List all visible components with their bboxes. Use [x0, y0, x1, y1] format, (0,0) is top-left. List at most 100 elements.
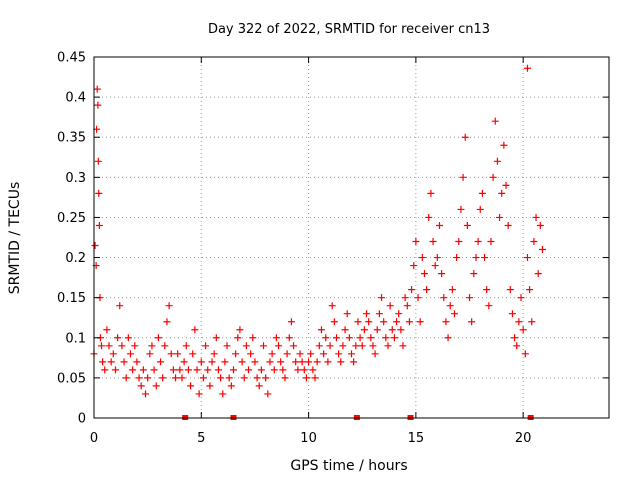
data-point	[122, 374, 130, 382]
data-point	[451, 310, 458, 318]
data-point	[427, 189, 435, 197]
data-point	[523, 254, 531, 262]
data-point	[253, 374, 261, 382]
data-point	[461, 133, 469, 141]
data-point	[363, 310, 371, 318]
data-point	[474, 238, 482, 246]
data-point	[219, 390, 227, 398]
data-point	[187, 382, 195, 390]
data-point	[257, 366, 265, 374]
data-point	[189, 350, 197, 358]
data-point	[272, 334, 280, 342]
data-point	[442, 318, 450, 326]
data-point	[157, 358, 165, 366]
data-point	[500, 141, 508, 149]
data-point	[202, 342, 210, 350]
data-point	[234, 334, 242, 342]
y-tick-label: 0.4	[65, 91, 86, 106]
data-point	[506, 286, 514, 294]
data-point	[98, 342, 106, 350]
data-point	[491, 117, 499, 125]
data-point	[167, 350, 175, 358]
data-point	[348, 350, 355, 358]
data-point	[116, 302, 124, 310]
data-point	[290, 342, 298, 350]
data-point	[448, 286, 456, 294]
data-point	[487, 238, 495, 246]
data-point	[240, 374, 248, 382]
data-point	[266, 358, 274, 366]
data-point	[214, 366, 222, 374]
data-point	[152, 382, 160, 390]
data-point	[530, 238, 538, 246]
data-point	[538, 246, 546, 254]
y-tick-label: 0.25	[57, 211, 86, 226]
data-point	[208, 358, 216, 366]
data-point	[403, 302, 411, 310]
data-point	[358, 342, 366, 350]
data-point	[281, 374, 289, 382]
data-point	[416, 318, 424, 326]
data-point	[148, 342, 156, 350]
data-point	[468, 318, 476, 326]
data-point	[352, 342, 360, 350]
data-point	[236, 326, 244, 334]
data-point	[95, 221, 103, 229]
data-point	[287, 318, 295, 326]
data-point	[332, 334, 340, 342]
data-point	[279, 366, 287, 374]
chart-title: Day 322 of 2022, SRMTID for receiver cn1…	[208, 22, 490, 37]
data-points	[90, 64, 546, 398]
data-point	[324, 358, 332, 366]
data-point	[313, 358, 321, 366]
data-point	[169, 366, 177, 374]
x-tick-label: 15	[408, 431, 425, 446]
data-point	[221, 358, 229, 366]
data-point	[212, 334, 220, 342]
data-point	[93, 85, 101, 93]
data-point	[504, 221, 512, 229]
data-point	[350, 358, 358, 366]
data-point	[485, 302, 493, 310]
data-point	[139, 366, 147, 374]
y-axis-label: SRMTID / TECUs	[7, 182, 23, 295]
data-point	[120, 358, 128, 366]
data-point	[154, 334, 162, 342]
data-point	[107, 358, 115, 366]
data-point	[223, 342, 231, 350]
y-tick-label: 0.1	[65, 331, 86, 346]
data-point	[521, 350, 529, 358]
data-point	[369, 342, 377, 350]
data-point	[401, 294, 409, 302]
data-point	[472, 254, 480, 262]
data-point	[296, 350, 304, 358]
x-axis-label: GPS time / hours	[290, 458, 407, 474]
data-point	[343, 310, 351, 318]
data-point	[360, 326, 368, 334]
data-point	[408, 286, 416, 294]
data-point	[180, 358, 188, 366]
data-point	[399, 342, 407, 350]
data-point	[182, 342, 190, 350]
data-point	[435, 221, 443, 229]
data-point	[532, 213, 540, 221]
data-point	[199, 374, 207, 382]
y-tick-label: 0.3	[65, 171, 86, 186]
data-point	[197, 358, 205, 366]
data-point	[302, 374, 310, 382]
data-point	[142, 390, 149, 398]
data-point	[126, 350, 134, 358]
data-point	[150, 366, 158, 374]
data-point	[315, 342, 323, 350]
data-point	[124, 334, 132, 342]
data-point	[365, 318, 373, 326]
data-point	[146, 350, 154, 358]
data-point	[511, 334, 519, 342]
data-point	[109, 350, 117, 358]
data-point	[238, 358, 246, 366]
data-point	[440, 294, 448, 302]
data-point	[330, 318, 338, 326]
data-point	[356, 334, 364, 342]
data-point	[174, 350, 182, 358]
